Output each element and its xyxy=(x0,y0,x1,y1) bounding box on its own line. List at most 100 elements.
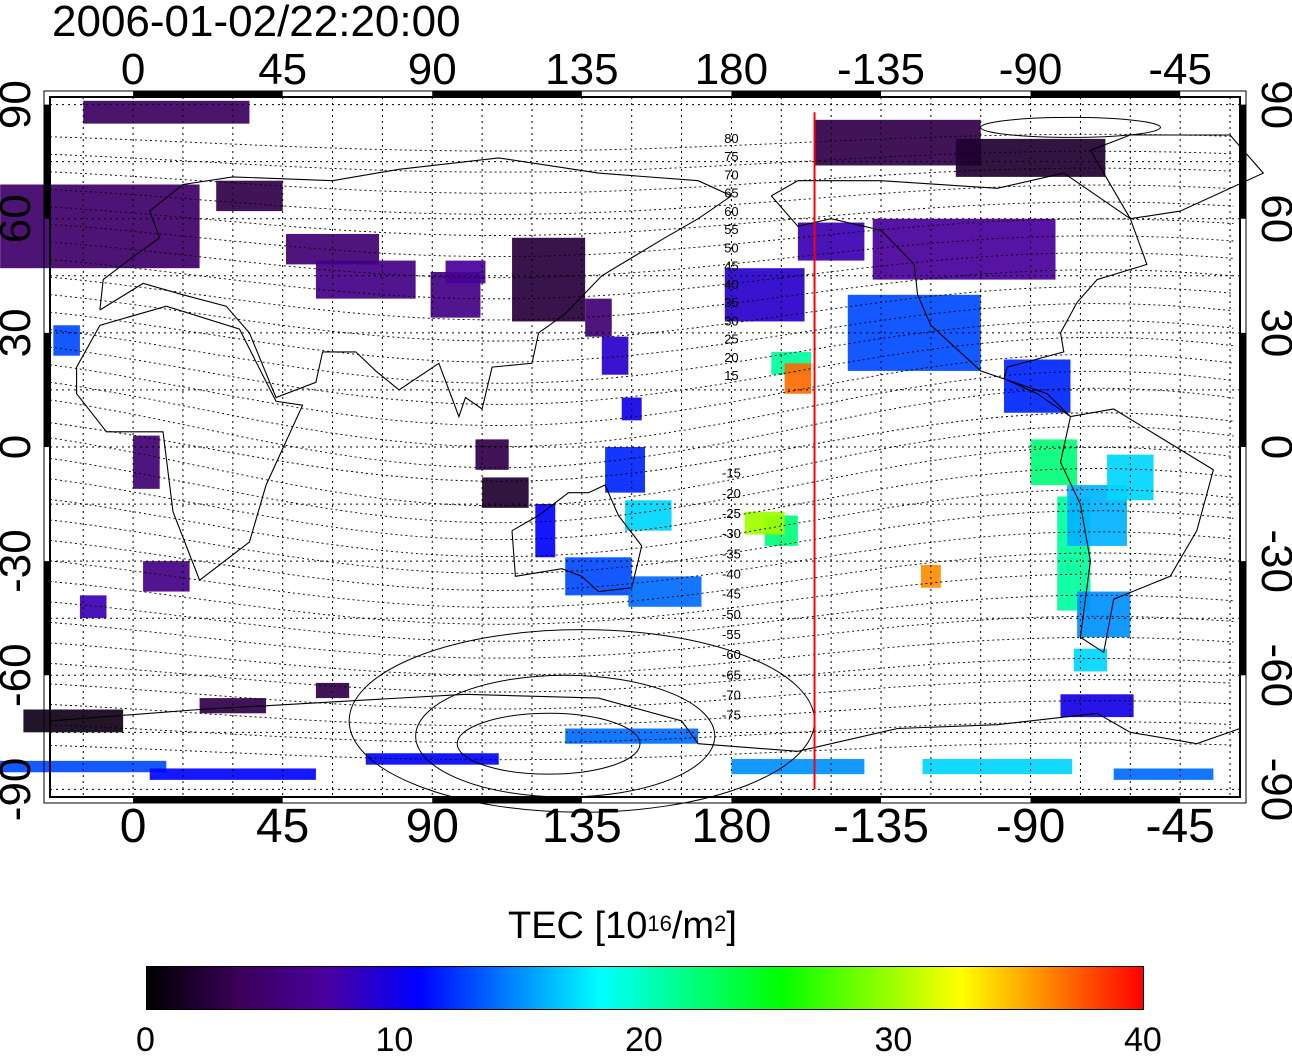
left-scale-bar xyxy=(44,104,50,219)
colorbar-tick-label: 10 xyxy=(375,1021,414,1059)
tec-patch xyxy=(621,397,642,421)
magnetic-contour xyxy=(49,742,1234,761)
tec-patch xyxy=(565,557,632,596)
magnetic-contour xyxy=(49,133,1234,152)
tec-patch xyxy=(625,500,672,531)
bottom-scale-bar xyxy=(1030,797,1181,803)
left-lat-tick-label: -90 xyxy=(0,758,40,822)
contour-label: -15 xyxy=(722,466,741,481)
tec-patch xyxy=(0,760,167,773)
top-lon-tick-label: -90 xyxy=(999,45,1063,94)
tec-patch xyxy=(744,511,785,535)
bottom-lon-tick-label: 135 xyxy=(542,800,622,853)
bottom-scale-bar xyxy=(133,797,283,803)
tec-patch xyxy=(601,336,629,375)
bottom-scale-bar xyxy=(731,797,882,803)
magnetic-contour xyxy=(49,573,1234,625)
right-scale-bar xyxy=(1240,104,1246,219)
magnetic-contour xyxy=(49,370,1234,448)
tec-patch xyxy=(1030,439,1078,486)
africa-coastline xyxy=(76,305,304,582)
tec-patch xyxy=(585,298,612,337)
contour-label: -75 xyxy=(722,708,741,723)
contour-label: 15 xyxy=(724,368,738,383)
right-lat-tick-label: 30 xyxy=(1252,308,1292,357)
contour-label: 40 xyxy=(724,277,738,292)
contour-label: -65 xyxy=(722,667,741,682)
contour-label: -30 xyxy=(722,526,741,541)
right-lat-tick-label: 60 xyxy=(1252,194,1292,243)
tec-patch xyxy=(482,477,529,508)
magnetic-contour xyxy=(49,150,1234,173)
tec-patch xyxy=(199,698,267,714)
magnetic-contour xyxy=(49,235,1234,279)
tec-patch xyxy=(445,260,486,284)
dip-equator-contour xyxy=(49,412,1234,482)
tec-patch xyxy=(605,447,645,493)
bottom-lon-tick-label: -135 xyxy=(833,800,929,853)
magnetic-contour xyxy=(49,425,1234,507)
magnetic-contour xyxy=(49,320,1234,384)
contour-label: -45 xyxy=(722,587,741,602)
top-lon-tick-label: 90 xyxy=(408,45,457,94)
contour-label: -40 xyxy=(722,566,741,581)
tec-patch xyxy=(920,564,941,588)
grid-layer xyxy=(50,97,1240,797)
colorbar xyxy=(146,966,1144,1010)
contour-label: 45 xyxy=(724,259,738,274)
magnetic-contour xyxy=(49,336,1234,405)
contour-label: 70 xyxy=(724,167,738,182)
south-america-coastline xyxy=(1059,408,1215,654)
magnetic-contour xyxy=(49,615,1234,659)
contour-label: 20 xyxy=(724,350,738,365)
north-america-coastline xyxy=(770,172,1148,418)
magnetic-contour xyxy=(49,446,1234,524)
contour-label: -20 xyxy=(722,486,741,501)
tec-patch xyxy=(1003,359,1071,413)
tec-patch xyxy=(731,758,865,775)
magnetic-contour xyxy=(49,594,1234,642)
magnetic-contour xyxy=(49,510,1234,574)
tec-patch xyxy=(724,268,805,322)
magnetic-contour xyxy=(49,218,1234,258)
contour-label: 80 xyxy=(724,131,738,146)
contour-label: -60 xyxy=(722,647,741,662)
magnetic-contour xyxy=(49,636,1234,676)
top-lon-tick-label: -135 xyxy=(837,45,925,94)
top-scale-bar xyxy=(731,91,882,97)
magnetic-contour xyxy=(49,721,1234,744)
tec-patch xyxy=(133,435,160,489)
contour-label: -35 xyxy=(722,546,741,561)
top-scale-bar xyxy=(1030,91,1181,97)
contour-label: -50 xyxy=(722,607,741,622)
right-lat-tick-label: 0 xyxy=(1252,435,1292,459)
tec-patch xyxy=(143,561,190,592)
eurasia-coastline xyxy=(99,157,733,419)
contour-label: 35 xyxy=(724,295,738,310)
magnetic-contour xyxy=(49,468,1234,541)
tec-data-layer xyxy=(0,100,1214,780)
magnetic-contour xyxy=(49,286,1234,342)
magnetic-contour xyxy=(49,353,1234,426)
colorbar-tick-label: 0 xyxy=(136,1021,155,1059)
contour-label: 50 xyxy=(724,240,738,255)
magnetic-contour xyxy=(49,531,1234,591)
left-scale-bar xyxy=(44,332,50,447)
left-lat-tick-label: 90 xyxy=(0,80,40,129)
tec-patch xyxy=(149,768,316,780)
tec-patch xyxy=(628,576,702,607)
magnetic-contour xyxy=(49,303,1234,363)
bottom-scale-bar xyxy=(432,797,582,803)
tec-patch xyxy=(79,595,107,619)
tec-patch xyxy=(872,218,1056,280)
left-lat-tick-label: 60 xyxy=(0,194,40,243)
magnetic-contour xyxy=(49,269,1234,321)
greenland-coastline xyxy=(1089,134,1265,220)
tec-patch xyxy=(315,260,416,299)
right-scale-bar xyxy=(1240,332,1246,447)
left-lat-tick-label: 0 xyxy=(0,435,40,459)
left-lat-tick-label: -30 xyxy=(0,529,40,593)
contour-label: -70 xyxy=(722,687,741,702)
timestamp-title: 2006-01-02/22:20:00 xyxy=(52,0,461,46)
top-lon-tick-label: 0 xyxy=(121,45,145,94)
